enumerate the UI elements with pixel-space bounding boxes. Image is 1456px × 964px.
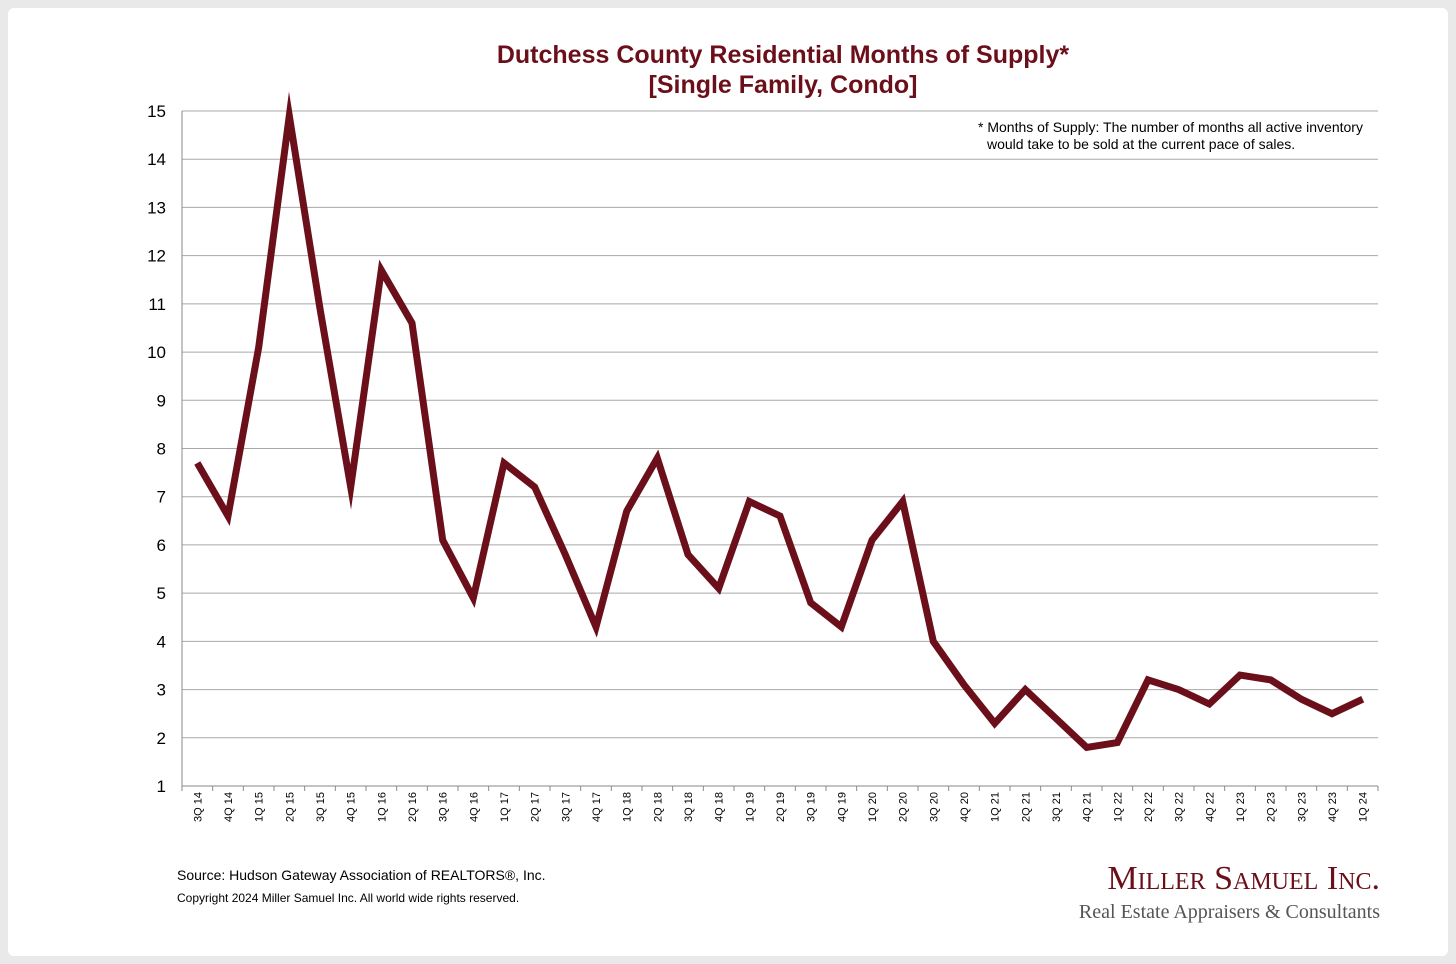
y-tick-label: 12 [147, 247, 166, 266]
y-tick-label: 15 [147, 102, 166, 121]
x-tick-label: 2Q 20 [898, 792, 910, 822]
x-tick-label: 2Q 16 [407, 792, 419, 822]
y-tick-label: 3 [157, 681, 166, 700]
chart-title: Dutchess County Residential Months of Su… [496, 41, 1070, 69]
x-tick-label: 3Q 22 [1174, 792, 1186, 822]
x-tick-label: 2Q 21 [1020, 792, 1032, 822]
x-tick-label: 3Q 23 [1296, 792, 1308, 822]
y-tick-label: 5 [157, 584, 166, 603]
x-tick-label: 3Q 15 [315, 792, 327, 822]
chart-title-block: Dutchess County Residential Months of Su… [0, 40, 1456, 100]
x-tick-label: 1Q 19 [744, 792, 756, 822]
x-tick-label: 2Q 17 [530, 792, 542, 822]
x-tick-label: 4Q 17 [591, 792, 603, 822]
y-tick-label: 11 [148, 295, 166, 314]
x-tick-label: 1Q 23 [1235, 792, 1247, 822]
copyright-note: Copyright 2024 Miller Samuel Inc. All wo… [177, 891, 520, 905]
company-tagline: Real Estate Appraisers & Consultants [1078, 901, 1380, 923]
x-tick-label: 4Q 19 [836, 792, 848, 822]
y-tick-label: 6 [157, 536, 166, 555]
x-tick-label: 1Q 21 [990, 792, 1002, 822]
x-tick-label: 2Q 23 [1266, 792, 1278, 822]
x-tick-label: 4Q 20 [959, 792, 971, 822]
x-tick-label: 4Q 21 [1082, 792, 1094, 822]
x-tick-label: 1Q 22 [1112, 792, 1124, 822]
y-tick-label: 8 [157, 440, 166, 459]
series-line [194, 91, 1365, 752]
company-name: Miller Samuel Inc. [1107, 860, 1380, 897]
x-tick-label: 3Q 21 [1051, 792, 1063, 822]
months-of-supply-footnote: * Months of Supply: The number of months… [978, 119, 1363, 153]
x-tick-label: 3Q 18 [683, 792, 695, 822]
x-tick-label: 2Q 22 [1143, 792, 1155, 822]
x-tick-label: 4Q 14 [223, 792, 235, 822]
x-tick-label: 2Q 19 [775, 792, 787, 822]
y-tick-label: 1 [157, 777, 166, 796]
x-tick-label: 4Q 23 [1327, 792, 1339, 822]
y-tick-label: 10 [147, 343, 166, 362]
company-logo: Miller Samuel Inc. Real Estate Appraiser… [1040, 858, 1380, 924]
x-tick-label: 3Q 20 [928, 792, 940, 822]
x-tick-label: 3Q 17 [560, 792, 572, 822]
y-tick-label: 14 [147, 150, 166, 169]
y-tick-label: 4 [157, 632, 166, 651]
x-tick-label: 1Q 20 [867, 792, 879, 822]
x-tick-label: 2Q 15 [284, 792, 296, 822]
x-tick-label: 2Q 18 [652, 792, 664, 822]
x-tick-label: 1Q 15 [254, 792, 266, 822]
x-tick-label: 3Q 14 [192, 792, 204, 822]
x-tick-label: 4Q 16 [468, 792, 480, 822]
x-tick-label: 4Q 18 [714, 792, 726, 822]
x-tick-label: 3Q 16 [438, 792, 450, 822]
chart-subtitle: [Single Family, Condo] [648, 71, 918, 99]
x-tick-label: 3Q 19 [806, 792, 818, 822]
x-tick-label: 4Q 22 [1204, 792, 1216, 822]
y-tick-label: 13 [147, 198, 166, 217]
chart-frame [8, 8, 1448, 956]
x-tick-label: 4Q 15 [346, 792, 358, 822]
x-tick-label: 1Q 16 [376, 792, 388, 822]
source-note: Source: Hudson Gateway Association of RE… [177, 867, 546, 883]
y-tick-label: 9 [157, 391, 166, 410]
x-tick-label: 1Q 18 [622, 792, 634, 822]
x-tick-label: 1Q 24 [1358, 792, 1370, 822]
footnote-line-1: * Months of Supply: The number of months… [978, 119, 1363, 135]
y-tick-label: 7 [157, 488, 166, 507]
footnote-line-2: would take to be sold at the current pac… [987, 136, 1296, 152]
x-tick-label: 1Q 17 [499, 792, 511, 822]
y-tick-label: 2 [157, 729, 166, 748]
